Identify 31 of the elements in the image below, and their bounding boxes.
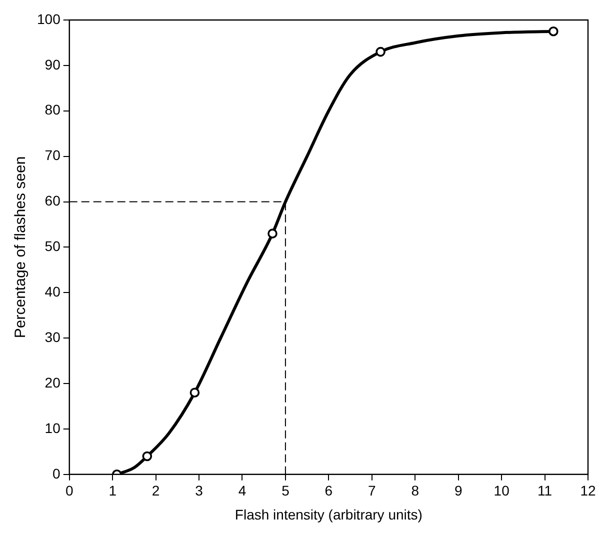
x-tick-label: 4 xyxy=(238,482,246,499)
y-tick-label: 30 xyxy=(44,328,61,345)
point xyxy=(190,388,200,398)
x-tick-label: 11 xyxy=(538,482,552,499)
point xyxy=(548,26,558,36)
point xyxy=(268,228,278,238)
y-tick-label: 90 xyxy=(44,56,61,72)
point xyxy=(142,451,152,462)
x-tick-label: 6 xyxy=(324,482,333,499)
x-tick-label: 10 xyxy=(494,482,510,499)
y-tick-label: 70 xyxy=(44,147,61,164)
x-tick-label: 12 xyxy=(580,482,596,499)
x-tick-label: 5 xyxy=(282,482,290,499)
x-tick-label: 3 xyxy=(195,482,204,499)
y-tick-label: 100 xyxy=(37,10,61,27)
x-axis-title: Flash intensity (arbitrary units) xyxy=(234,506,422,522)
x-tick-label: 9 xyxy=(454,482,462,499)
x-tick-label: 7 xyxy=(368,482,376,499)
y-axis-title: Percentage of flashes seen xyxy=(12,156,30,338)
x-tick-label: 0 xyxy=(65,482,74,499)
y-tick-label: 50 xyxy=(44,238,61,254)
y-tick-label: 80 xyxy=(44,102,61,118)
x-tick-label: 2 xyxy=(152,482,160,499)
y-tick-label: 0 xyxy=(52,465,61,482)
x-tick-label: 1 xyxy=(108,482,117,499)
x-tick-label: 8 xyxy=(411,482,420,499)
point xyxy=(376,46,386,57)
y-tick-label: 10 xyxy=(44,420,61,436)
y-tick-label: 40 xyxy=(44,284,61,300)
y-tick-label: 60 xyxy=(44,192,61,209)
y-tick-label: 20 xyxy=(44,374,61,390)
